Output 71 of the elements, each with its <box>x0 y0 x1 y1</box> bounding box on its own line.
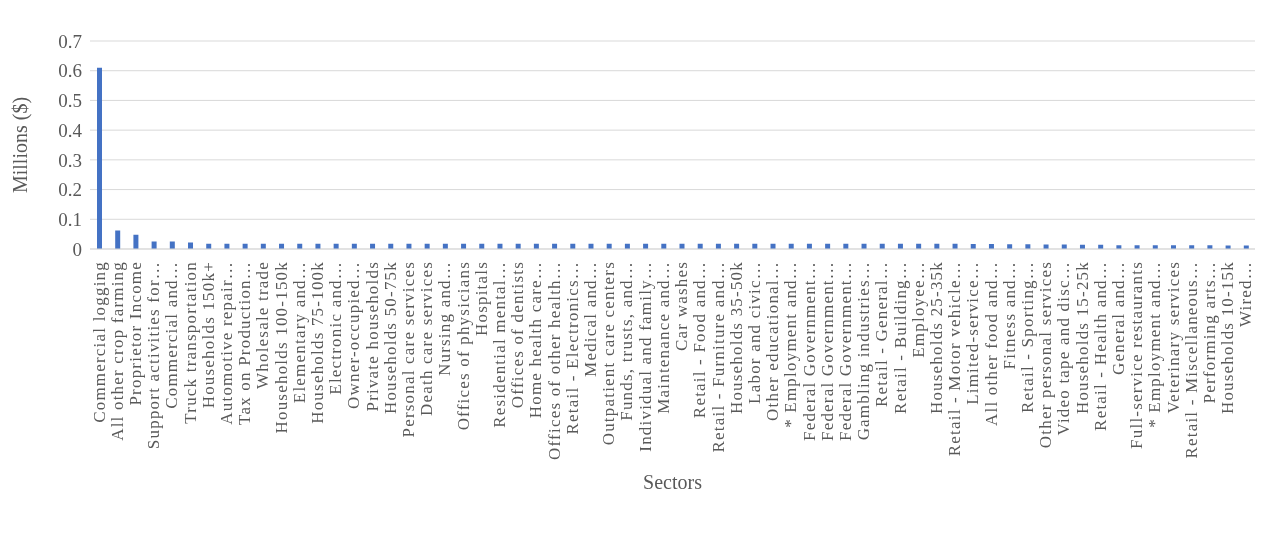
x-tick-label: Outpatient care centers <box>599 261 619 446</box>
x-tick-label: Tax on Production… <box>235 261 255 425</box>
x-tick-label: Residential mental… <box>490 261 510 428</box>
x-tick-label: Other educational… <box>763 261 783 421</box>
x-tick-label: Federal Government… <box>817 261 837 442</box>
y-tick-label: 0.5 <box>58 90 82 112</box>
x-tick-label: Proprietor Income <box>126 261 146 406</box>
x-tick-label: Retail - Sporting… <box>1017 261 1037 413</box>
y-axis-title: Millions ($) <box>9 96 33 194</box>
bar <box>133 234 139 249</box>
x-tick-label: Commercial and… <box>162 261 182 409</box>
x-tick-label: Retail - Furniture and… <box>708 261 728 453</box>
x-tick-label: Retail - Electronics… <box>562 261 582 435</box>
x-tick-label: Home health care… <box>526 261 546 419</box>
x-tick-label: Personal care services <box>399 261 419 438</box>
x-tick-label: Death care services <box>417 261 437 416</box>
x-tick-label: Retail - Motor vehicle… <box>945 261 965 457</box>
x-tick-label: Retail - Food and… <box>690 261 710 419</box>
x-tick-label: Commercial logging <box>89 261 109 423</box>
bar <box>97 67 102 249</box>
x-tick-label: Performing arts… <box>1199 261 1219 404</box>
x-tick-label: Retail - Health and… <box>1090 261 1110 431</box>
x-tick-label: Nursing and… <box>435 261 455 376</box>
x-tick-label: Federal Government… <box>835 261 855 442</box>
x-tick-label: Gambling industries… <box>854 261 874 441</box>
x-tick-label: Wholesale trade <box>253 261 273 389</box>
x-tick-label: Households 75-100k <box>308 261 328 424</box>
x-tick-label: Elementary and… <box>289 261 309 404</box>
x-tick-label: Households 35-50k <box>726 261 746 415</box>
x-tick-label: Retail - General… <box>872 261 892 407</box>
x-tick-label: Private households <box>362 261 382 412</box>
x-tick-label: Truck transportation <box>180 261 200 424</box>
y-tick-label: 0.1 <box>58 209 82 231</box>
x-tick-label: * Employment and… <box>781 261 801 428</box>
x-tick-label: Owner-occupied… <box>344 261 364 409</box>
x-tick-label: Retail - Building… <box>890 261 910 414</box>
x-tick-label: Automotive repair… <box>217 261 237 425</box>
x-tick-label: Full-service restaurants <box>1127 261 1147 449</box>
y-tick-label: 0.4 <box>58 119 83 141</box>
x-tick-label: Federal Government… <box>799 261 819 442</box>
x-tick-label: Car washes <box>672 261 692 351</box>
x-tick-label: Limited-service… <box>963 261 983 405</box>
bar <box>115 230 121 249</box>
y-tick-label: 0.6 <box>58 60 82 82</box>
x-tick-label: Other personal services <box>1036 261 1056 449</box>
x-tick-label: Offices of other health… <box>544 261 564 460</box>
x-tick-label: All other food and… <box>981 261 1001 426</box>
x-tick-label: Fitness and… <box>999 261 1019 370</box>
x-tick-label: Households 15-25k <box>1072 261 1092 415</box>
x-tick-label: * Employment and… <box>1145 261 1165 428</box>
x-axis-title: Sectors <box>643 471 703 493</box>
x-tick-label: Medical and… <box>581 261 601 377</box>
bar <box>188 242 194 249</box>
x-tick-label: Funds, trusts, and… <box>617 261 637 421</box>
x-tick-label: Households 10-15k <box>1218 261 1238 415</box>
x-tick-label: Labor and civic… <box>744 261 764 404</box>
x-tick-label: Wired… <box>1236 261 1256 327</box>
y-tick-label: 0.7 <box>58 30 82 52</box>
x-tick-label: General and… <box>1108 261 1128 375</box>
x-tick-label: Households 50-75k <box>380 261 400 415</box>
x-tick-label: Offices of dentists <box>508 261 528 409</box>
y-tick-label: 0 <box>72 238 82 260</box>
x-tick-label: Offices of physicians <box>453 261 473 431</box>
x-tick-label: Households 100-150k <box>271 261 291 434</box>
x-tick-label: Individual and family… <box>635 261 655 452</box>
x-tick-label: Support activities for… <box>144 261 164 450</box>
y-tick-label: 0.3 <box>58 149 82 171</box>
x-tick-label: Electronic and… <box>326 261 346 395</box>
x-tick-label: Veterinary services <box>1163 261 1183 414</box>
x-tick-label: Video tape and disc… <box>1054 261 1074 436</box>
y-tick-label: 0.2 <box>58 179 82 201</box>
